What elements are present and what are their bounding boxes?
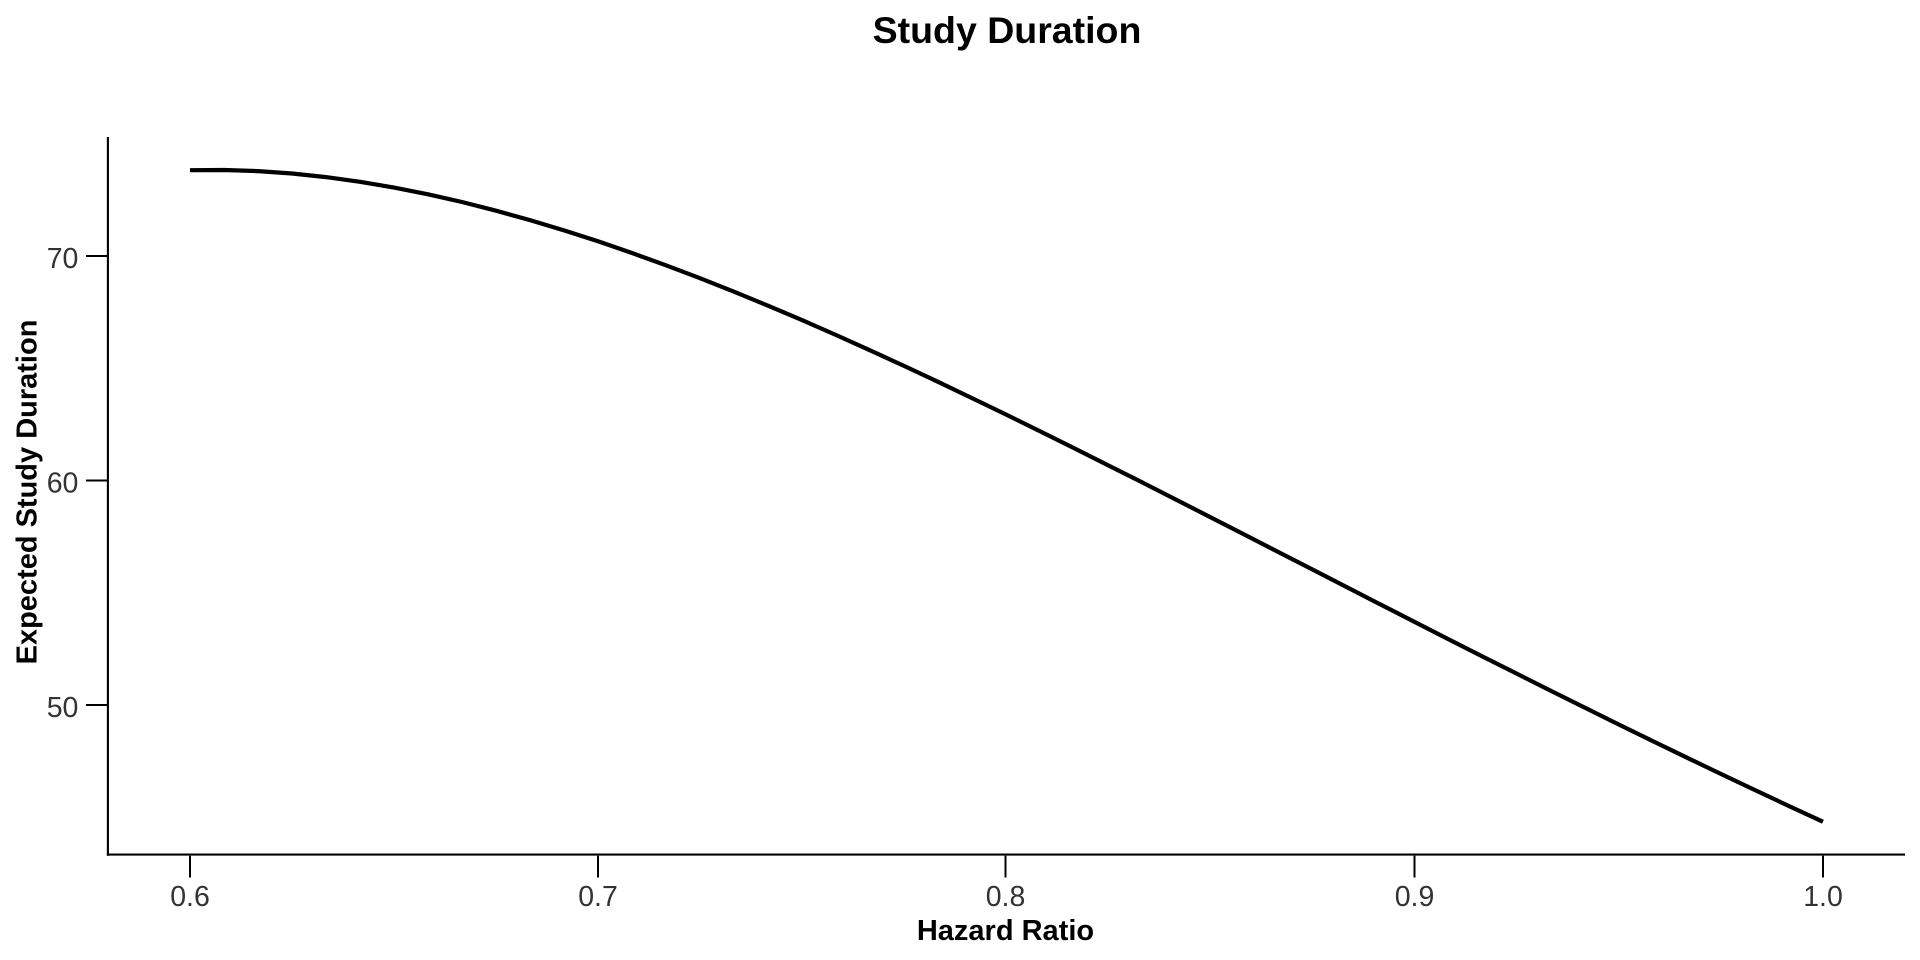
svg-text:70: 70 <box>47 243 79 275</box>
svg-text:60: 60 <box>47 468 79 500</box>
svg-text:0.7: 0.7 <box>578 881 618 913</box>
svg-text:50: 50 <box>47 692 79 724</box>
svg-text:Expected Study Duration: Expected Study Duration <box>12 320 44 665</box>
svg-text:0.8: 0.8 <box>986 881 1026 913</box>
svg-text:1.0: 1.0 <box>1803 881 1843 913</box>
svg-text:0.9: 0.9 <box>1395 881 1435 913</box>
svg-text:Study Duration: Study Duration <box>873 9 1142 51</box>
svg-text:Hazard Ratio: Hazard Ratio <box>917 915 1094 947</box>
svg-text:0.6: 0.6 <box>170 881 210 913</box>
